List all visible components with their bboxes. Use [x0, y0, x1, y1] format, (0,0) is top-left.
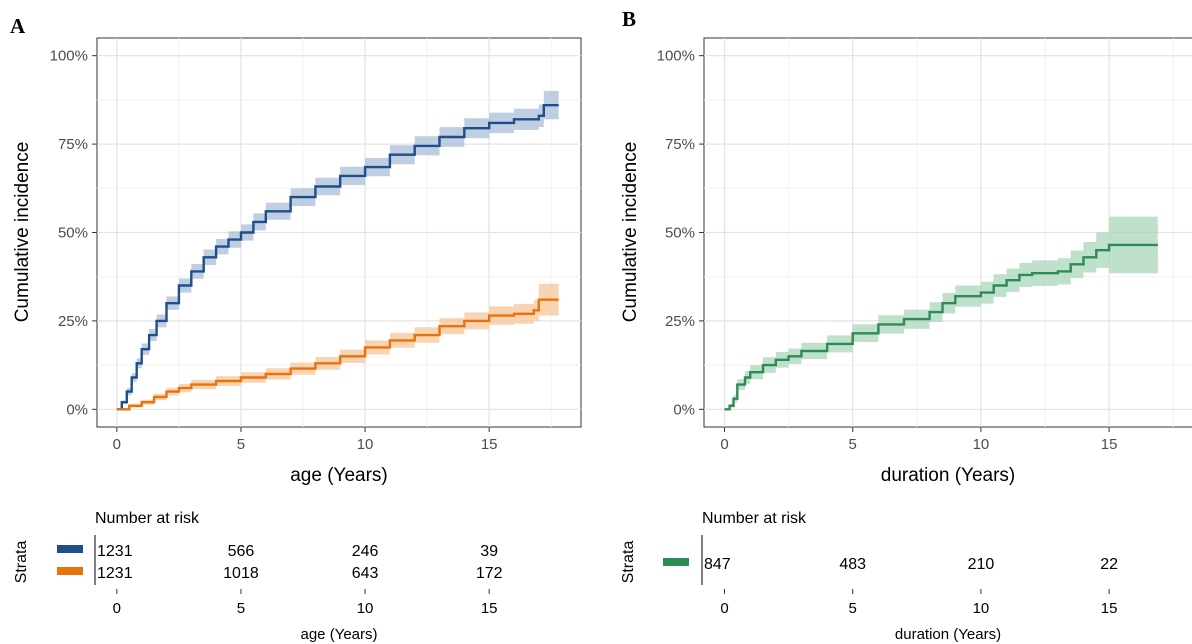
- x-tick-label: 0: [113, 436, 121, 453]
- risk-count: 566: [228, 543, 255, 560]
- y-tick-label: 25%: [58, 313, 88, 330]
- panel-a-risk-table: 1231 566 246 39 1231 1018 643 172 0 5 10 15: [57, 543, 503, 617]
- panel-a-risk-table-title: Number at risk: [95, 510, 200, 527]
- strata-color-swatch: [663, 558, 689, 566]
- x-tick-label: 15: [1101, 436, 1118, 453]
- risk-count: 246: [352, 543, 379, 560]
- panel-b-x-tick-labels: 0 5 10 15: [720, 427, 1117, 453]
- risk-x-tick-label: 10: [357, 600, 374, 617]
- risk-x-tick-label: 5: [237, 600, 245, 617]
- risk-x-tick-label: 0: [720, 600, 728, 617]
- risk-x-tick-label: 10: [973, 600, 990, 617]
- risk-count: 210: [968, 556, 995, 573]
- panel-a-strata-label: Strata: [13, 541, 30, 584]
- y-tick-label: 75%: [58, 136, 88, 153]
- panel-b-strata-label: Strata: [620, 541, 637, 584]
- risk-count: 1231: [97, 543, 133, 560]
- panel-a: A 0% 25% 50% 75% 100% 0 5 10 15 age (Years) Cum…: [10, 14, 582, 643]
- panel-b-risk-table-title: Number at risk: [702, 510, 807, 527]
- risk-count: 483: [839, 556, 866, 573]
- risk-count: 1018: [223, 565, 259, 582]
- panel-b-risk-table: 847 483 210 22 0 5 10 15: [663, 556, 1118, 617]
- risk-count: 643: [352, 565, 379, 582]
- panel-a-y-axis-title: Cumulative incidence: [12, 142, 33, 323]
- x-tick-label: 5: [849, 436, 857, 453]
- y-tick-label: 0%: [673, 401, 695, 418]
- x-tick-label: 5: [237, 436, 245, 453]
- x-tick-label: 0: [720, 436, 728, 453]
- y-tick-label: 100%: [657, 48, 695, 65]
- panel-a-x-tick-labels: 0 5 10 15: [113, 427, 498, 453]
- y-tick-label: 75%: [665, 136, 695, 153]
- x-tick-label: 10: [357, 436, 374, 453]
- risk-count: 39: [480, 543, 498, 560]
- series-line-2: [116, 298, 559, 411]
- y-tick-label: 100%: [50, 48, 88, 65]
- panel-a-x-axis-title: age (Years): [290, 465, 388, 486]
- panel-b-risk-x-axis-title: duration (Years): [895, 626, 1001, 643]
- risk-count: 172: [476, 565, 503, 582]
- series-line-1: [116, 103, 559, 411]
- panel-a-series-lines: [116, 103, 559, 411]
- risk-x-tick-label: 5: [849, 600, 857, 617]
- panel-b-x-axis-title: duration (Years): [881, 465, 1015, 486]
- panel-b-y-axis-title: Cumulative incidence: [620, 142, 641, 323]
- y-tick-label: 25%: [665, 313, 695, 330]
- risk-x-tick-label: 0: [113, 600, 121, 617]
- panel-b: B 0% 25% 50% 75% 100% 0 5 10 15 duration (Years…: [620, 7, 1192, 643]
- risk-x-tick-label: 15: [1101, 600, 1118, 617]
- x-tick-label: 15: [481, 436, 498, 453]
- panel-a-y-tick-labels: 0% 25% 50% 75% 100%: [50, 48, 97, 418]
- risk-count: 847: [704, 556, 731, 573]
- panel-a-risk-x-axis-title: age (Years): [301, 626, 378, 643]
- confidence-band-2: [116, 283, 559, 410]
- panel-b-series-lines: [724, 243, 1158, 411]
- y-tick-label: 50%: [58, 225, 88, 242]
- risk-count: 22: [1100, 556, 1118, 573]
- y-tick-label: 50%: [665, 225, 695, 242]
- risk-x-tick-label: 15: [481, 600, 498, 617]
- risk-count: 1231: [97, 565, 133, 582]
- x-tick-label: 10: [973, 436, 990, 453]
- panel-b-letter: B: [622, 7, 636, 31]
- panel-b-y-tick-labels: 0% 25% 50% 75% 100%: [657, 48, 704, 418]
- y-tick-label: 0%: [66, 401, 88, 418]
- series-line-1: [724, 243, 1158, 411]
- strata-color-swatch: [57, 567, 83, 575]
- panel-a-letter: A: [10, 14, 26, 38]
- strata-color-swatch: [57, 545, 83, 553]
- panel-b-gridlines: [704, 38, 1192, 427]
